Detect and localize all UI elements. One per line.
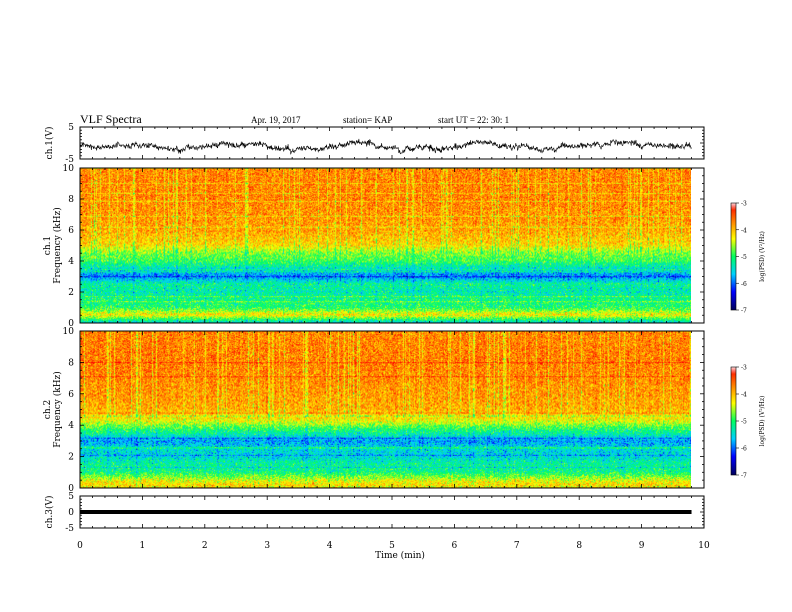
x-tick-label: 8 bbox=[576, 541, 582, 551]
ch1-spectrogram-ytick-label: 0 bbox=[68, 319, 74, 329]
x-tick-label: 10 bbox=[698, 541, 710, 551]
x-tick-label: 2 bbox=[202, 541, 208, 551]
station-label: station= KAP bbox=[343, 115, 393, 125]
colorbar-tick-label: -3 bbox=[741, 365, 747, 372]
colorbar-tick-label: -7 bbox=[741, 308, 747, 315]
ch1-waveform-ytick-label: 5 bbox=[68, 123, 74, 133]
ch2-spectrogram-ylabel-channel: ch.2 bbox=[43, 400, 53, 419]
ch2-spectrogram-image bbox=[80, 331, 691, 488]
x-tick-label: 9 bbox=[639, 541, 645, 551]
ch2-spectrogram-ylabel-freq: Frequency (kHz) bbox=[52, 371, 63, 448]
x-tick-label: 4 bbox=[327, 541, 333, 551]
colorbar-tick-label: -4 bbox=[741, 227, 747, 234]
colorbar-tick-label: -4 bbox=[741, 392, 747, 399]
colorbar-tick-label: -6 bbox=[741, 446, 747, 453]
colorbar-tick-label: -5 bbox=[741, 254, 747, 261]
ch3-waveform-ytick-label: 0 bbox=[68, 508, 74, 518]
ch1-waveform-ylabel: ch.1(V) bbox=[44, 127, 55, 160]
x-tick-label: 6 bbox=[452, 541, 458, 551]
axis-ticks bbox=[79, 126, 705, 529]
ch1-spectrogram-ytick-label: 4 bbox=[68, 257, 74, 267]
ch1-spectrogram-ylabel-channel: ch.1 bbox=[43, 236, 53, 255]
ch1-colorbar-image bbox=[731, 203, 736, 310]
x-tick-label: 3 bbox=[264, 541, 270, 551]
ch1-spectrogram-image bbox=[80, 168, 691, 323]
x-tick-label: 0 bbox=[77, 541, 83, 551]
ch2-spectrogram-ytick-label: 0 bbox=[68, 484, 74, 494]
ch1-spectrogram-ylabel-freq: Frequency (kHz) bbox=[52, 207, 63, 284]
colorbar-label: log(PSD) (V²/Hz) bbox=[759, 396, 766, 447]
ch1-waveform-trace bbox=[79, 138, 692, 155]
colorbar-tick-label: -5 bbox=[741, 419, 747, 426]
x-tick-label: 5 bbox=[389, 541, 395, 551]
ch1-spectrogram-ytick-label: 10 bbox=[63, 164, 75, 174]
start-time-label: start UT = 22: 30: 1 bbox=[438, 115, 510, 125]
ch1-spectrogram-ytick-label: 6 bbox=[68, 226, 74, 236]
ch3-waveform-ylabel: ch.3(V) bbox=[44, 496, 55, 529]
ch3-waveform-ytick-label: -5 bbox=[65, 524, 74, 534]
date-label: Apr. 19, 2017 bbox=[251, 115, 301, 125]
ch3-waveform-ytick-label: 5 bbox=[68, 492, 74, 502]
colorbar-tick-label: -7 bbox=[741, 473, 747, 480]
ch1-spectrogram-ytick-label: 8 bbox=[68, 195, 74, 205]
colorbar-tick-label: -3 bbox=[741, 201, 747, 208]
ch2-spectrogram-ytick-label: 10 bbox=[63, 327, 75, 337]
ch1-waveform bbox=[79, 138, 692, 155]
ch2-spectrogram-ytick-label: 8 bbox=[68, 358, 74, 368]
ch2-spectrogram-ytick-label: 2 bbox=[68, 453, 74, 463]
colorbar-label: log(PSD) (V²/Hz) bbox=[759, 231, 766, 282]
ch1-spectrogram-ytick-label: 2 bbox=[68, 288, 74, 298]
x-axis-label: Time (min) bbox=[375, 550, 425, 561]
ch2-colorbar-image bbox=[731, 367, 736, 475]
figure-title: VLF Spectra bbox=[80, 112, 142, 126]
x-tick-label: 1 bbox=[140, 541, 146, 551]
ch2-spectrogram-ytick-label: 4 bbox=[68, 421, 74, 431]
x-tick-label: 7 bbox=[514, 541, 520, 551]
ch2-spectrogram-ytick-label: 6 bbox=[68, 390, 74, 400]
colorbar-tick-label: -6 bbox=[741, 281, 747, 288]
ch1-waveform-ytick-label: -5 bbox=[65, 155, 74, 165]
